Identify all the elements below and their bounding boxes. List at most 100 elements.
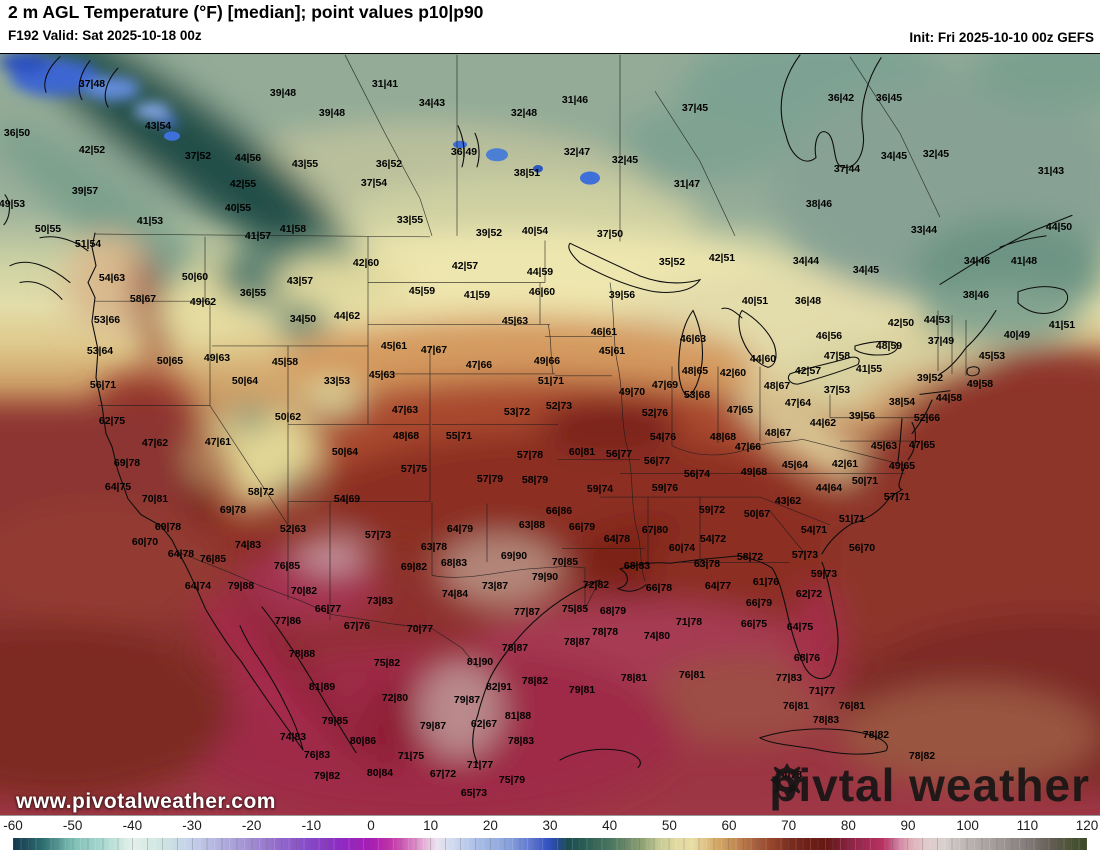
point-value: 41|48	[1010, 255, 1038, 267]
point-value: 53|72	[503, 406, 531, 418]
point-value: 37|44	[833, 163, 861, 175]
colorbar-ticks: -60 -50 -40 -30 -20 -10 0 10 20 30 40 50 60 70 80 90 100…	[0, 817, 1100, 837]
point-value: 62|75	[98, 415, 126, 427]
point-value: 31|47	[673, 178, 701, 190]
point-value: 58|72	[736, 551, 764, 563]
point-value: 49|63	[203, 352, 231, 364]
point-value: 63|78	[693, 558, 721, 570]
point-value: 80|84	[366, 767, 394, 779]
point-value: 64|77	[704, 580, 732, 592]
point-value: 51|71	[537, 375, 565, 387]
point-value: 54|71	[800, 524, 828, 536]
point-value: 48|59	[875, 340, 903, 352]
point-value: 47|64	[784, 397, 812, 409]
point-value: 38|51	[513, 167, 541, 179]
point-value: 76|85	[199, 553, 227, 565]
point-value: 45|59	[408, 285, 436, 297]
point-value: 52|76	[641, 407, 669, 419]
point-value: 50|62	[274, 411, 302, 423]
point-value: 79|87	[419, 720, 447, 732]
point-value: 49|58	[966, 378, 994, 390]
point-value: 69|78	[154, 521, 182, 533]
point-value: 34|45	[880, 150, 908, 162]
point-value: 35|52	[658, 256, 686, 268]
temperature-shading	[0, 54, 1100, 816]
point-value: 52|73	[545, 400, 573, 412]
point-value: 39|56	[608, 289, 636, 301]
init-time: Init: Fri 2025-10-10 00z GEFS	[909, 30, 1094, 45]
point-value: 78|83	[812, 714, 840, 726]
point-value: 58|72	[247, 486, 275, 498]
point-value: 51|71	[838, 513, 866, 525]
point-value: 36|48	[794, 295, 822, 307]
point-value: 60|81	[568, 446, 596, 458]
point-value: 50|71	[851, 475, 879, 487]
point-value: 69|78	[219, 504, 247, 516]
point-value: 78|78	[591, 626, 619, 638]
point-value: 44|58	[935, 392, 963, 404]
point-value: 40|54	[521, 225, 549, 237]
point-value: 69|78	[113, 457, 141, 469]
point-value: 32|45	[611, 154, 639, 166]
point-value: 70|82	[290, 585, 318, 597]
point-value: 53|68	[683, 389, 711, 401]
point-value: 42|52	[78, 144, 106, 156]
point-value: 56|77	[605, 448, 633, 460]
point-value: 39|56	[848, 410, 876, 422]
logo-text-right: tal weather	[838, 759, 1090, 811]
point-value: 74|84	[441, 588, 469, 600]
point-value: 34|44	[792, 255, 820, 267]
point-value: 47|66	[465, 359, 493, 371]
state-borders	[94, 54, 967, 668]
point-value: 63|88	[518, 519, 546, 531]
point-value: 49|65	[888, 460, 916, 472]
point-value: 64|79	[446, 523, 474, 535]
point-value: 44|56	[234, 152, 262, 164]
point-value: 48|68	[709, 431, 737, 443]
point-value: 50|65	[156, 355, 184, 367]
point-value: 40|49	[1003, 329, 1031, 341]
point-value: 50|67	[743, 508, 771, 520]
point-value: 77|87	[513, 606, 541, 618]
point-value: 40|51	[741, 295, 769, 307]
colorbar-tick-label: -10	[301, 818, 322, 833]
point-value: 47|65	[726, 404, 754, 416]
point-value: 56|70	[848, 542, 876, 554]
point-value: 39|48	[318, 107, 346, 119]
point-value: 75|85	[561, 603, 589, 615]
cold-lakes-patches	[0, 54, 178, 128]
point-value: 43|55	[291, 158, 319, 170]
point-value: 78|87	[501, 642, 529, 654]
point-value: 65|73	[460, 787, 488, 799]
point-value: 42|60	[352, 257, 380, 269]
point-value: 79|85	[321, 715, 349, 727]
colorbar-tick-label: -20	[241, 818, 262, 833]
point-value: 49|62	[189, 296, 217, 308]
point-value: 45|58	[271, 356, 299, 368]
point-value: 47|62	[141, 437, 169, 449]
point-value: 78|88	[288, 648, 316, 660]
point-value: 70|81	[141, 493, 169, 505]
point-value: 45|53	[978, 350, 1006, 362]
point-value: 66|78	[645, 582, 673, 594]
map-canvas: 37|48 39|48 39|48 31|41 34|43 32|48 31|46 37|45…	[0, 53, 1100, 816]
point-value: 64|78	[167, 548, 195, 560]
point-value: 42|57	[794, 365, 822, 377]
point-value: 39|52	[916, 372, 944, 384]
point-value: 56|77	[643, 455, 671, 467]
point-value: 45|61	[380, 340, 408, 352]
point-value: 79|87	[453, 694, 481, 706]
point-value: 41|53	[136, 215, 164, 227]
point-value: 67|72	[429, 768, 457, 780]
point-value: 78|87	[563, 636, 591, 648]
point-value: 45|63	[368, 369, 396, 381]
point-value: 41|59	[463, 289, 491, 301]
point-value: 74|83	[279, 731, 307, 743]
point-value: 79|88	[227, 580, 255, 592]
point-value: 64|74	[184, 580, 212, 592]
point-value: 82|91	[485, 681, 513, 693]
point-value: 37|54	[360, 177, 388, 189]
product-title: 2 m AGL Temperature (°F) [median]; point…	[8, 2, 484, 22]
point-value: 77|86	[274, 615, 302, 627]
point-value: 71|77	[466, 759, 494, 771]
